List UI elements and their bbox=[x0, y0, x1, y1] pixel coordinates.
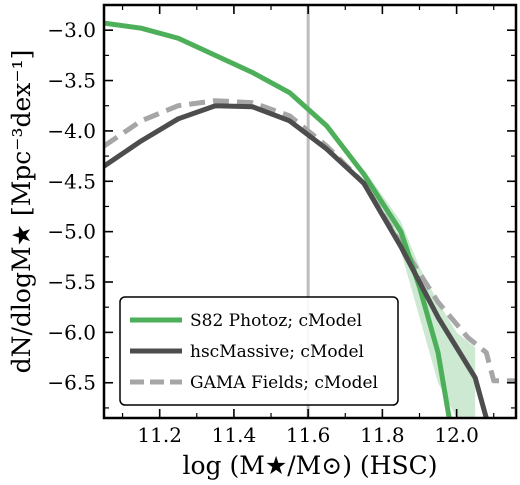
legend-box bbox=[119, 296, 399, 406]
y-tick-label: −4.0 bbox=[47, 119, 96, 143]
x-axis-label: log (M★/M⊙) (HSC) bbox=[183, 451, 438, 480]
x-tick-label: 11.2 bbox=[137, 423, 182, 447]
y-tick-label: −3.0 bbox=[47, 18, 96, 42]
legend: S82 Photoz; cModel hscMassive; cModel GAMA… bbox=[119, 296, 399, 406]
y-axis-label: dN/dlogM★ [Mpc⁻³dex⁻¹] bbox=[7, 50, 36, 374]
y-tick-label: −5.0 bbox=[47, 220, 96, 244]
y-tick-label: −5.5 bbox=[47, 270, 96, 294]
axes-frame bbox=[102, 3, 518, 420]
series-line-0 bbox=[104, 20, 452, 418]
legend-label: S82 Photoz; cModel bbox=[190, 311, 362, 331]
y-tick-label: −4.5 bbox=[47, 169, 96, 193]
x-tick-label: 11.8 bbox=[360, 423, 405, 447]
y-tick-label: −6.0 bbox=[47, 320, 96, 344]
axes: 11.2 11.4 11.6 11.8 12.0 −3.0 −3.5 −4.0 −4.5 −5.0… bbox=[47, 3, 518, 447]
y-tick-label: −6.5 bbox=[47, 371, 96, 395]
y-tick-label: −3.5 bbox=[47, 69, 96, 93]
legend-label: GAMA Fields; cModel bbox=[190, 373, 378, 393]
legend-label: hscMassive; cModel bbox=[190, 342, 364, 362]
x-tick-label: 11.6 bbox=[286, 423, 331, 447]
x-tick-label: 11.4 bbox=[212, 423, 257, 447]
plot-area bbox=[104, 5, 516, 418]
x-tick-label: 12.0 bbox=[434, 423, 479, 447]
series-line-1 bbox=[104, 103, 489, 418]
